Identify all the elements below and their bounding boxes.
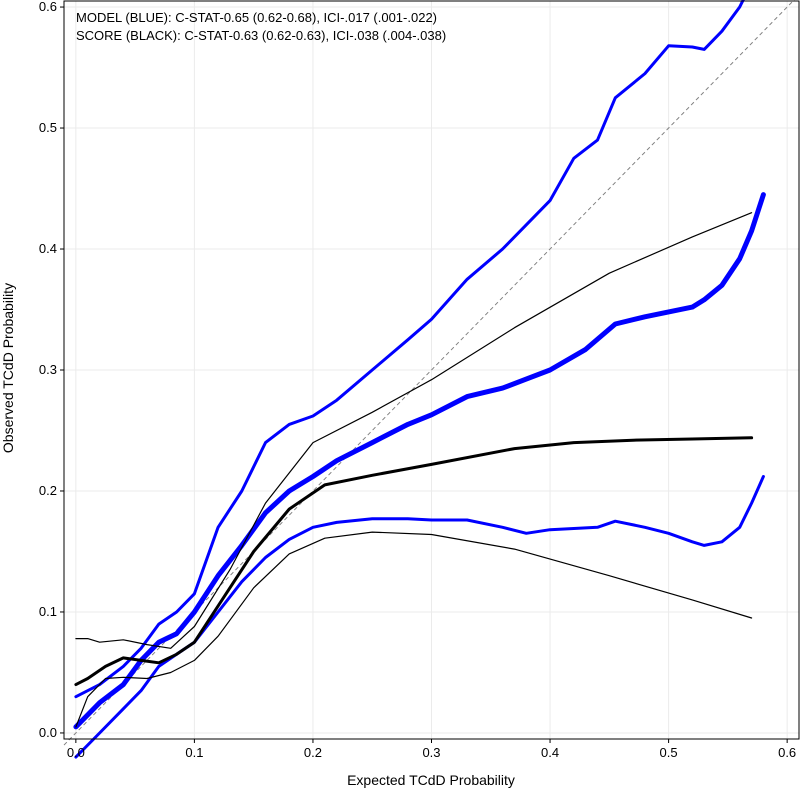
- x-tick-label-5: 0.5: [660, 745, 678, 760]
- y-axis-ticks: 0.0 0.1 0.2 0.3 0.4 0.5 0.6: [39, 0, 64, 740]
- annotation-score: SCORE (BLACK): C-STAT-0.63 (0.62-0.63), …: [76, 28, 446, 43]
- y-tick-label-0: 0.0: [39, 725, 57, 740]
- y-tick-label-3: 0.3: [39, 362, 57, 377]
- series-score-estimate: [74, 436, 754, 687]
- y-axis-title: Observed TCdD Probability: [0, 283, 16, 453]
- series-group: [73, 0, 766, 759]
- x-tick-label-1: 0.1: [185, 745, 203, 760]
- x-axis-title: Expected TCdD Probability: [347, 772, 515, 788]
- x-tick-label-3: 0.3: [422, 745, 440, 760]
- x-tick-label-0: 0.0: [67, 745, 85, 760]
- x-axis-ticks: 0.0 0.1 0.2 0.3 0.4 0.5 0.6: [67, 739, 796, 760]
- y-tick-label-2: 0.2: [39, 483, 57, 498]
- x-tick-label-4: 0.4: [541, 745, 559, 760]
- annotation-model: MODEL (BLUE): C-STAT-0.65 (0.62-0.68), I…: [76, 10, 437, 25]
- y-tick-label-5: 0.5: [39, 120, 57, 135]
- series-model-estimate: [73, 192, 766, 730]
- series-score-upper: [75, 212, 753, 649]
- series-model-upper: [74, 0, 745, 699]
- y-tick-label-4: 0.4: [39, 241, 57, 256]
- series-model-lower: [74, 475, 765, 759]
- x-tick-label-6: 0.6: [778, 745, 796, 760]
- y-tick-label-6: 0.6: [39, 0, 57, 14]
- series-score-lower: [75, 531, 753, 728]
- y-tick-label-1: 0.1: [39, 604, 57, 619]
- x-tick-label-2: 0.2: [304, 745, 322, 760]
